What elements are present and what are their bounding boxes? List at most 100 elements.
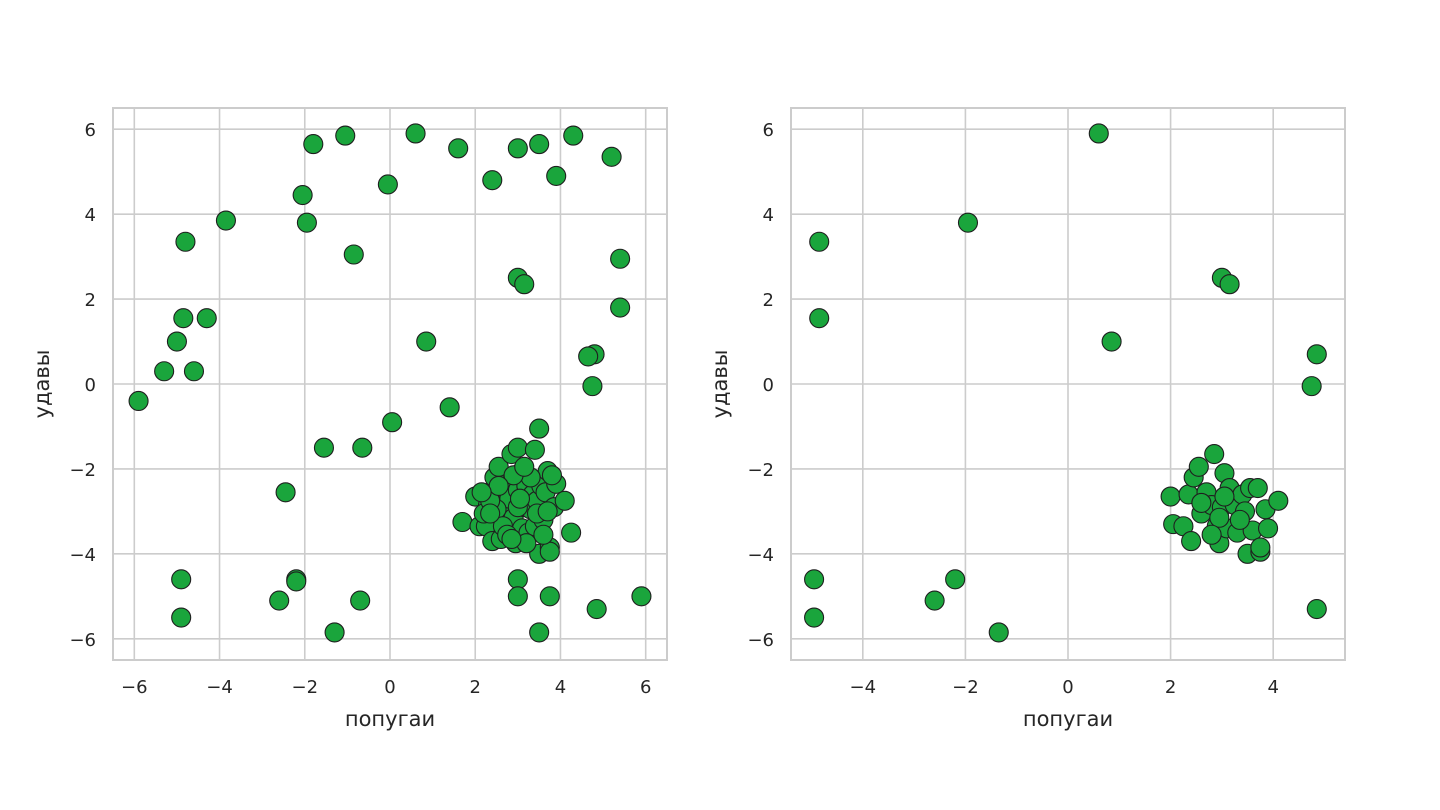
scatter-point	[324, 622, 345, 643]
scatter-point	[382, 412, 403, 433]
scatter-point	[1306, 598, 1327, 620]
y-tick-label: −6	[69, 630, 96, 651]
scatter-point	[582, 376, 603, 397]
scatter-point	[1201, 524, 1222, 545]
scatter-point	[296, 212, 317, 233]
scatter-point	[546, 165, 567, 186]
scatter-point	[809, 308, 830, 329]
scatter-point	[804, 569, 825, 590]
y-tick-label: −6	[747, 630, 774, 651]
scatter-point	[957, 212, 979, 233]
scatter-point	[1188, 456, 1209, 477]
scatter-point	[507, 138, 528, 159]
x-tick-label: 0	[1062, 677, 1073, 698]
y-axis-label: удавы	[30, 350, 54, 419]
x-tick-label: −2	[952, 677, 979, 698]
y-tick-label: 2	[85, 290, 96, 311]
scatter-point	[166, 331, 187, 352]
scatter-point	[335, 125, 356, 146]
scatter-point	[215, 210, 236, 231]
scatter-point	[1088, 123, 1109, 144]
scatter-point	[529, 622, 550, 643]
x-tick-label: 0	[384, 677, 395, 698]
scatter-point	[1219, 274, 1240, 295]
scatter-point	[529, 134, 550, 155]
y-tick-label: −4	[69, 545, 96, 566]
scatter-point	[175, 231, 196, 252]
x-tick-label: −4	[206, 677, 233, 698]
y-tick-label: 0	[85, 375, 96, 396]
scatter-point	[529, 418, 550, 439]
scatter-point	[1229, 509, 1250, 530]
x-tick-label: 6	[640, 677, 651, 698]
scatter-point	[945, 569, 966, 590]
scatter-point	[1101, 331, 1122, 352]
scatter-point	[507, 586, 528, 607]
scatter-point	[541, 465, 562, 486]
scatter-point	[610, 297, 631, 318]
y-axis-label: удавы	[708, 350, 732, 419]
scatter-point	[578, 346, 599, 367]
y-tick-label: 6	[85, 120, 96, 141]
scatter-point	[554, 490, 575, 511]
scatter-point	[171, 569, 192, 590]
scatter-point	[488, 475, 509, 496]
scatter-point	[1258, 518, 1279, 539]
scatter-point	[286, 571, 307, 592]
scatter-point	[924, 590, 945, 611]
y-tick-label: 4	[85, 205, 96, 226]
scatter-point	[509, 488, 531, 509]
x-axis-label: попугаи	[1023, 707, 1113, 731]
scatter-point	[482, 170, 503, 191]
x-tick-label: 2	[1165, 677, 1176, 698]
scatter-point	[631, 586, 652, 607]
scatter-point	[610, 248, 631, 269]
scatter-point	[350, 590, 371, 611]
scatter-point	[804, 607, 825, 628]
axes-frame	[112, 107, 668, 661]
scatter-point	[601, 146, 622, 167]
scatter-point	[1247, 477, 1268, 499]
scatter-point	[563, 125, 584, 146]
scatter-point	[471, 482, 492, 503]
y-tick-label: 6	[763, 120, 774, 141]
scatter-point	[452, 511, 473, 533]
scatter-point	[514, 456, 535, 477]
scatter-point	[1306, 344, 1327, 365]
scatter-point	[1209, 507, 1230, 528]
scatter-panel-left: −6 −4 −2 0 2 4 6 −6 −4 −2 0 2 4 6 попугаи удавы	[30, 107, 668, 731]
scatter-point	[533, 524, 554, 545]
scatter-point	[405, 123, 426, 144]
scatter-point	[377, 174, 398, 195]
x-tick-label: −6	[121, 677, 148, 698]
x-tick-label: 4	[555, 677, 566, 698]
scatter-point	[448, 138, 469, 159]
scatter-point	[1301, 376, 1322, 397]
scatter-point	[196, 308, 217, 329]
scatter-point	[416, 331, 437, 352]
scatter-point	[1191, 492, 1212, 513]
scatter-point	[537, 501, 558, 522]
scatter-point	[501, 528, 522, 550]
scatter-point	[539, 586, 560, 607]
scatter-point	[507, 437, 528, 458]
y-tick-label: 2	[763, 290, 774, 311]
y-tick-label: −4	[747, 545, 774, 566]
scatter-point	[561, 522, 582, 543]
scatter-point	[343, 244, 364, 265]
axes-frame	[790, 107, 1346, 661]
scatter-point	[586, 598, 607, 620]
x-tick-label: −2	[291, 677, 318, 698]
scatter-point	[313, 437, 334, 458]
x-axis-label: попугаи	[345, 707, 435, 731]
scatter-point	[128, 390, 149, 412]
scatter-point	[809, 231, 830, 252]
scatter-point	[1250, 537, 1271, 558]
y-tick-label: −2	[747, 460, 774, 481]
y-tick-label: −2	[69, 460, 96, 481]
scatter-point	[269, 590, 290, 611]
scatter-point	[988, 622, 1009, 643]
scatter-point	[303, 134, 324, 155]
scatter-point	[171, 607, 192, 628]
